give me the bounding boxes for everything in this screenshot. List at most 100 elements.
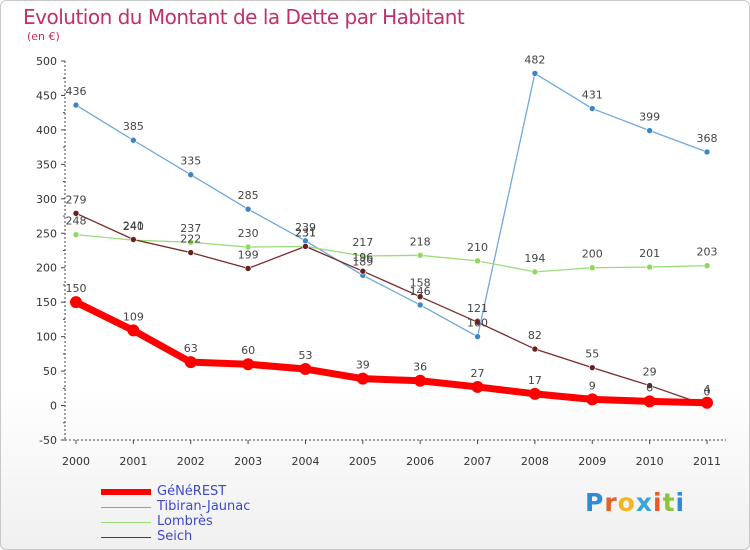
data-point — [646, 263, 653, 271]
data-point — [471, 380, 484, 393]
data-label: 241 — [123, 219, 144, 232]
data-point — [72, 231, 80, 238]
data-point — [474, 318, 481, 326]
data-label: 194 — [524, 252, 545, 265]
x-tick-label: 2007 — [464, 455, 492, 468]
series-line — [75, 212, 708, 407]
y-tick-label: 0 — [50, 400, 57, 413]
y-tick-label: -50 — [39, 434, 57, 447]
data-label: 196 — [352, 251, 373, 264]
data-label: 240 — [123, 220, 144, 233]
y-tick-label: 50 — [43, 365, 57, 378]
data-label: 63 — [184, 342, 198, 355]
x-tick-label: 2002 — [177, 455, 205, 468]
data-point — [302, 243, 309, 250]
data-label: 36 — [413, 361, 427, 374]
data-point — [130, 236, 137, 243]
chart-subtitle: (en €) — [27, 30, 60, 43]
data-point — [588, 264, 596, 272]
data-point — [416, 252, 424, 259]
y-tick-label: 300 — [36, 193, 57, 206]
data-label: 4 — [704, 383, 711, 396]
data-label: 279 — [66, 193, 87, 206]
data-label: 6 — [646, 381, 653, 394]
data-label: 82 — [528, 329, 542, 342]
data-point — [588, 105, 596, 112]
data-point — [242, 358, 255, 371]
x-tick-label: 2011 — [693, 455, 721, 468]
y-tick-label: 500 — [36, 55, 57, 68]
data-label: 60 — [241, 344, 255, 357]
data-point — [586, 393, 599, 406]
logo-letter: o — [617, 488, 636, 517]
data-point — [531, 345, 539, 353]
data-point — [184, 356, 197, 369]
data-label: 9 — [589, 379, 596, 392]
logo-letter: x — [635, 488, 653, 517]
y-tick-label: 100 — [36, 331, 57, 344]
y-tick-label: 350 — [36, 158, 57, 171]
data-label: 201 — [639, 247, 660, 260]
data-label: 436 — [66, 85, 87, 98]
data-point — [474, 333, 481, 340]
data-label: 29 — [643, 366, 657, 379]
x-tick-label: 2010 — [636, 455, 664, 468]
x-tick-label: 2003 — [234, 455, 262, 468]
data-label: 385 — [123, 120, 144, 133]
y-tick-label: 450 — [36, 89, 57, 102]
legend-swatch — [101, 507, 151, 508]
data-point — [130, 136, 137, 144]
data-label: 210 — [467, 241, 488, 254]
data-point — [701, 396, 713, 409]
data-point — [474, 257, 481, 265]
data-point — [244, 265, 252, 272]
logo-letter: r — [604, 488, 618, 517]
series-layer — [70, 70, 713, 409]
data-label: 222 — [180, 233, 201, 246]
data-label: 239 — [295, 221, 316, 234]
legend-swatch — [101, 522, 151, 523]
logo-letter: i — [653, 488, 663, 517]
legend-label: GéNéREST — [157, 484, 227, 499]
legend-swatch — [101, 489, 151, 495]
chart-title: Evolution du Montant de la Dette par Hab… — [23, 5, 465, 29]
data-label: 237 — [180, 222, 201, 235]
data-point — [187, 171, 195, 178]
data-point — [531, 268, 539, 276]
data-label: 39 — [356, 359, 370, 372]
data-point — [244, 243, 252, 251]
series-line — [75, 234, 708, 273]
y-tick-label: 150 — [36, 296, 57, 309]
data-point — [414, 374, 427, 387]
legend-swatch — [101, 537, 151, 538]
data-point — [244, 205, 252, 213]
data-point — [646, 127, 653, 134]
data-label: 100 — [467, 317, 488, 330]
data-point — [187, 249, 195, 256]
data-label: 218 — [410, 235, 431, 248]
series-line — [75, 72, 708, 338]
data-label: 17 — [528, 374, 542, 387]
series-line — [74, 299, 708, 407]
data-label: 231 — [295, 226, 316, 239]
data-point — [528, 387, 541, 400]
proxiti-logo: Proxiti — [585, 488, 685, 517]
data-point — [416, 301, 424, 309]
x-tick-label: 2008 — [521, 455, 549, 468]
data-point — [359, 252, 367, 260]
logo-letter: i — [675, 488, 686, 517]
data-point — [72, 209, 80, 217]
data-label: 27 — [471, 367, 485, 380]
data-point — [646, 382, 653, 389]
data-label: 55 — [585, 348, 599, 361]
x-tick-label: 2004 — [291, 455, 319, 468]
data-label: 109 — [123, 310, 144, 323]
data-label: 231 — [295, 226, 316, 239]
data-label: 203 — [697, 246, 718, 259]
data-label: 399 — [639, 111, 660, 124]
data-point — [703, 148, 711, 156]
data-label: 158 — [410, 277, 431, 290]
data-point — [187, 238, 195, 246]
